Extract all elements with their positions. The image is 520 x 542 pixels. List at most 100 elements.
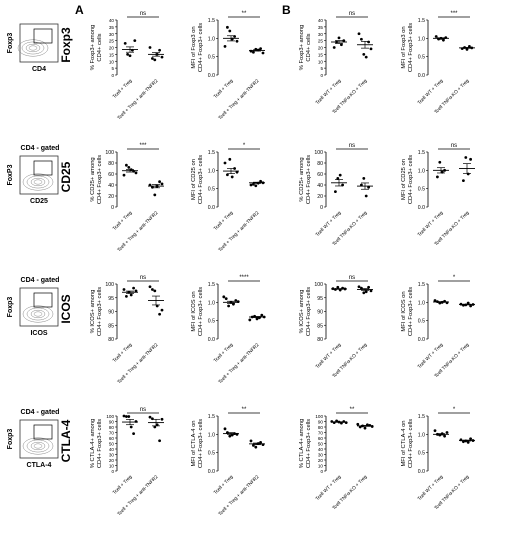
significance-label: ns [140, 11, 146, 17]
flow-contour [33, 311, 43, 317]
y-axis-title: MFI of CD25 on [191, 159, 197, 200]
flow-contour [33, 443, 43, 449]
y-tick-label: 10 [318, 59, 324, 64]
data-point [223, 161, 227, 165]
gate-label: CD4 - gated [21, 277, 60, 284]
data-point [464, 156, 468, 159]
flow-gate [33, 28, 53, 44]
y-tick-label: 80 [317, 337, 323, 343]
data-point [148, 285, 152, 289]
y-axis-title: CD4+ Foxp3+ cells [97, 287, 103, 336]
x-category-label: Tcell + Treg + anti-TNFR2 [217, 78, 260, 121]
y-tick-label: 50 [109, 442, 115, 447]
y-tick-label: 0 [111, 73, 114, 78]
flow-contour [21, 41, 45, 55]
gate-label: CD4 - gated [21, 409, 60, 416]
row-0: Foxp3 Foxp3 CD4 [7, 23, 73, 73]
data-point [363, 426, 367, 430]
data-point [260, 313, 264, 317]
y-axis-title: CD4+ cells [97, 33, 103, 61]
y-axis-title: % Foxp3+ among [299, 25, 305, 71]
y-axis-title: % ICOS+ among [299, 290, 305, 334]
data-point [249, 183, 253, 187]
data-point [438, 160, 442, 164]
data-point [123, 41, 127, 45]
row-2: ICOS CD4 - gated Foxp3 ICOS [7, 277, 73, 337]
y-tick-label: 0 [111, 469, 114, 474]
data-point [133, 39, 137, 43]
scatter-panel: 80 85 90 95 100 % ICOS+ among CD4+ Foxp3+ cell… [299, 275, 373, 379]
y-tick-label: 20 [108, 194, 114, 200]
x-category-label: Tcell + Treg + anti-TNFR2 [116, 342, 159, 385]
y-tick-label: 15 [109, 52, 115, 57]
y-tick-label: 30 [109, 32, 115, 37]
y-tick-label: 10 [109, 464, 115, 469]
x-category-label: Tcell + Treg [213, 474, 235, 496]
y-axis-title: MFI of CTLA-4 on [191, 420, 197, 466]
y-tick-label: 10 [318, 464, 324, 469]
x-category-label: Tcell WT + Treg [315, 78, 343, 106]
significance-label: ** [242, 11, 247, 17]
flow-contour [26, 175, 50, 189]
panel-label-a: A [75, 3, 84, 17]
y-axis-title: % ICOS+ among [90, 290, 96, 334]
y-tick-label: 85 [317, 323, 323, 329]
y-tick-label: 60 [108, 172, 114, 178]
x-category-label: Tcell WT + Treg [417, 474, 445, 502]
y-axis-title: CD4+ Foxp3+ cells [198, 155, 204, 204]
flow-y-label: FoxP3 [7, 164, 14, 185]
y-tick-label: 60 [317, 172, 323, 178]
flow-gate [33, 160, 53, 176]
data-point [132, 432, 136, 435]
data-point [234, 299, 238, 302]
y-tick-label: 1.5 [418, 282, 425, 288]
x-category-label: Tcell + Treg [112, 210, 134, 232]
row-1: CD25 CD4 - gated FoxP3 CD25 [7, 145, 73, 205]
data-point [466, 301, 470, 305]
y-tick-label: 0.5 [418, 319, 425, 325]
flow-contour [22, 437, 54, 455]
y-tick-label: 70 [109, 431, 115, 436]
data-point [153, 289, 157, 293]
data-point [155, 304, 159, 308]
data-point [151, 288, 154, 291]
y-tick-label: 1.0 [418, 300, 425, 306]
y-tick-label: 1.0 [418, 432, 425, 438]
y-tick-label: 20 [318, 46, 324, 51]
x-category-label: Tcell WT + Treg [417, 342, 445, 370]
y-tick-label: 80 [317, 161, 323, 167]
y-tick-label: 0 [111, 205, 114, 211]
data-point [248, 318, 252, 322]
y-axis-title: MFI of Foxp3 on [401, 26, 407, 68]
flow-contour [26, 439, 50, 453]
y-tick-label: 80 [318, 425, 324, 430]
y-tick-label: 20 [318, 458, 324, 463]
data-point [434, 35, 438, 38]
data-point [261, 51, 265, 55]
y-tick-label: 90 [317, 310, 323, 316]
y-axis-title: MFI of ICOS on [191, 291, 197, 331]
flow-contour [22, 173, 54, 191]
panel-label-b: B [282, 3, 291, 17]
y-tick-label: 1.5 [418, 414, 425, 420]
data-point [155, 423, 159, 427]
y-tick-label: 5 [320, 66, 323, 71]
data-point [255, 317, 259, 321]
data-point [367, 285, 370, 289]
y-tick-label: 0.5 [418, 451, 425, 457]
data-point [134, 289, 138, 293]
y-tick-label: 1.5 [208, 414, 215, 420]
y-tick-label: 95 [317, 296, 323, 302]
data-point [158, 439, 162, 443]
y-tick-label: 1.0 [208, 36, 215, 42]
data-point [134, 171, 138, 175]
y-tick-label: 80 [108, 161, 114, 167]
significance-label: ns [349, 11, 355, 17]
flow-x-label: ICOS [30, 330, 47, 337]
data-point [227, 304, 231, 308]
data-point [158, 48, 162, 52]
data-point [235, 39, 239, 43]
y-tick-label: 30 [318, 32, 324, 37]
significance-label: ns [349, 143, 355, 149]
significance-label: ns [451, 143, 457, 149]
